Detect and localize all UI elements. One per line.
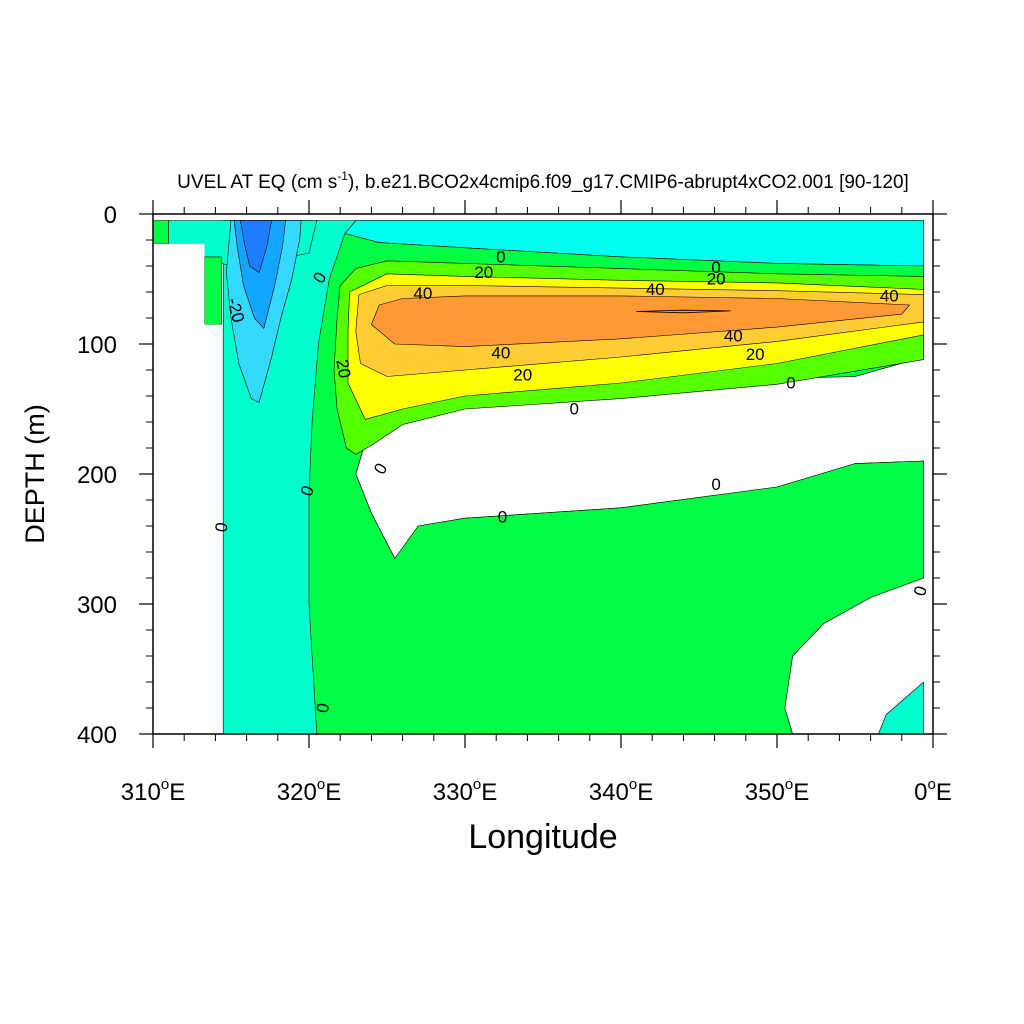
contour-label: 0	[711, 258, 720, 277]
contour-label: 20	[513, 366, 532, 385]
x-tick-label: 0oE	[914, 776, 952, 806]
y-tick-label: 200	[77, 462, 117, 489]
y-tick-label: 0	[104, 202, 117, 229]
contour-region-land-mask	[153, 243, 222, 734]
y-tick-label: 300	[77, 592, 117, 619]
contour-label: 20	[332, 358, 354, 380]
x-tick-label: 350oE	[745, 776, 809, 806]
contour-region-core-40	[371, 295, 910, 347]
contour-label: 0	[711, 475, 720, 494]
contour-region-core-max-sliver	[636, 309, 731, 314]
contour-label: 20	[746, 345, 765, 364]
contour-label: 0	[910, 584, 931, 598]
x-axis-title: Longitude	[468, 818, 617, 856]
contour-label: 40	[724, 327, 743, 346]
chart-title: UVEL AT EQ (cm s-1), b.e21.BCO2x4cmip6.f…	[177, 169, 909, 193]
contour-region-western-boundary-30	[240, 220, 272, 273]
x-tick-label: 310oE	[121, 776, 185, 806]
x-tick-label: 340oE	[589, 776, 653, 806]
contour-label: 40	[413, 284, 432, 303]
contour-label: 0	[313, 702, 333, 715]
contour-region-coastal-green-strip	[152, 220, 169, 245]
contour-label: 0	[498, 507, 507, 526]
contour-label: 0	[496, 247, 505, 266]
x-tick-label: 330oE	[433, 776, 497, 806]
contour-label: 0	[786, 374, 795, 393]
contour-label: 0	[211, 521, 231, 534]
y-tick-label: 400	[77, 722, 117, 749]
y-axis-title: DEPTH (m)	[20, 404, 50, 543]
contour-label: 40	[880, 286, 899, 305]
plot-area	[152, 214, 933, 735]
contour-label: 40	[491, 344, 510, 363]
contour-label: 20	[474, 263, 493, 282]
y-tick-label: 100	[77, 332, 117, 359]
contour-label: 0	[569, 400, 578, 419]
contour-label: 40	[646, 280, 665, 299]
x-axis: 310oE 320oE 330oE 340oE 350oE 0oE	[121, 200, 952, 806]
contour-region-coastal-green-block	[204, 256, 222, 325]
contour-label: 20	[707, 270, 726, 289]
x-tick-label: 320oE	[277, 776, 341, 806]
